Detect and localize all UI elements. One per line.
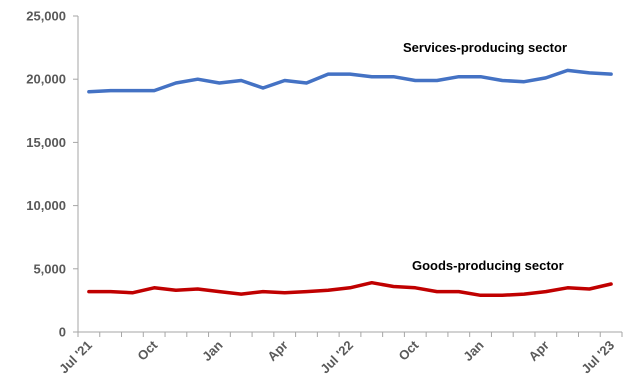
x-tick-label: Jan (199, 337, 225, 363)
x-tick-label: Jul '23 (578, 338, 617, 377)
series-layer (87, 68, 613, 298)
series-label-1: Goods-producing sector (412, 258, 564, 273)
y-tick-label: 15,000 (26, 135, 66, 150)
series-line-1 (87, 280, 613, 298)
y-tick-label: 0 (59, 325, 66, 340)
y-tick-label: 25,000 (26, 9, 66, 24)
y-tick-label: 10,000 (26, 198, 66, 213)
x-tick-label: Jul '22 (317, 338, 356, 377)
y-tick-label: 5,000 (33, 261, 66, 276)
x-tick-label: Jan (460, 337, 486, 363)
series-labels: Services-producing sector Goods-producing… (403, 40, 567, 273)
x-axis: Jul '21 Oct Jan Apr Jul '22 Oct Jan Apr Jul '23 (56, 331, 623, 377)
series-label-0: Services-producing sector (403, 40, 567, 55)
series-line-0 (87, 68, 613, 94)
x-tick-label: Oct (395, 337, 421, 363)
x-tick-label: Apr (526, 338, 552, 364)
x-tick-label: Apr (264, 338, 290, 364)
x-tick-label: Oct (134, 337, 160, 363)
x-tick-label: Jul '21 (56, 338, 95, 377)
y-axis: 0 5,000 10,000 15,000 20,000 25,000 (26, 9, 79, 340)
y-tick-label: 20,000 (26, 72, 66, 87)
